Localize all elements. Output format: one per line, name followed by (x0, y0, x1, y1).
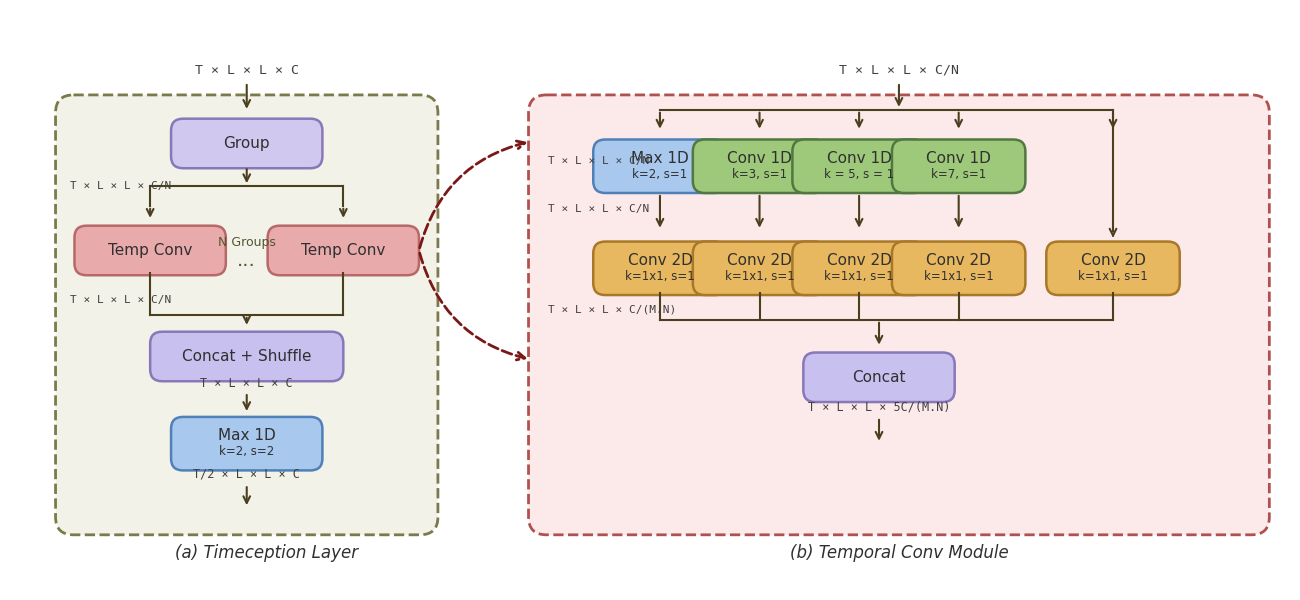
Text: Conv 2D: Conv 2D (926, 253, 991, 268)
Text: Conv 2D: Conv 2D (727, 253, 792, 268)
Text: k = 5, s = 1: k = 5, s = 1 (824, 167, 894, 181)
Text: T/2 × L × L × C: T/2 × L × L × C (194, 468, 300, 481)
Text: T × L × L × C/N: T × L × L × C/N (70, 295, 172, 305)
Text: Conv 1D: Conv 1D (727, 151, 792, 166)
Text: k=1x1, s=1: k=1x1, s=1 (824, 270, 894, 283)
Text: T × L × L × C: T × L × L × C (195, 64, 299, 77)
FancyBboxPatch shape (693, 139, 827, 193)
FancyBboxPatch shape (892, 242, 1026, 295)
Text: T × L × L × C/N: T × L × L × C/N (70, 181, 172, 191)
Text: T × L × L × C/N: T × L × L × C/N (838, 64, 959, 77)
Text: (b) Temporal Conv Module: (b) Temporal Conv Module (789, 544, 1009, 562)
Text: Temp Conv: Temp Conv (302, 243, 386, 258)
Text: T × L × L × C/(M.N): T × L × L × C/(M.N) (549, 305, 677, 315)
FancyBboxPatch shape (172, 119, 322, 168)
Text: k=1x1, s=1: k=1x1, s=1 (625, 270, 694, 283)
FancyBboxPatch shape (56, 95, 438, 535)
Text: k=3, s=1: k=3, s=1 (732, 167, 786, 181)
Text: (a) Timeception Layer: (a) Timeception Layer (176, 544, 359, 562)
Text: Conv 2D: Conv 2D (827, 253, 892, 268)
FancyBboxPatch shape (793, 139, 926, 193)
Text: Conv 2D: Conv 2D (628, 253, 693, 268)
Text: T × L × L × C: T × L × L × C (200, 377, 292, 390)
Text: Conv 1D: Conv 1D (827, 151, 892, 166)
Text: k=1x1, s=1: k=1x1, s=1 (1078, 270, 1148, 283)
Text: k=2, s=1: k=2, s=1 (632, 167, 688, 181)
Text: k=2, s=2: k=2, s=2 (220, 445, 274, 458)
FancyBboxPatch shape (593, 139, 727, 193)
Text: T × L × L × C/N: T × L × L × C/N (549, 204, 650, 214)
FancyBboxPatch shape (892, 139, 1026, 193)
FancyBboxPatch shape (793, 242, 926, 295)
Text: Max 1D: Max 1D (630, 151, 689, 166)
FancyBboxPatch shape (693, 242, 827, 295)
Text: T × L × L × C/N: T × L × L × C/N (549, 156, 650, 166)
Text: Max 1D: Max 1D (218, 428, 276, 443)
FancyBboxPatch shape (172, 417, 322, 470)
Text: Temp Conv: Temp Conv (108, 243, 192, 258)
FancyBboxPatch shape (529, 95, 1269, 535)
Text: T × L × L × 5C/(M.N): T × L × L × 5C/(M.N) (807, 401, 950, 413)
FancyBboxPatch shape (74, 226, 226, 275)
FancyBboxPatch shape (803, 353, 954, 402)
FancyBboxPatch shape (268, 226, 419, 275)
FancyBboxPatch shape (1046, 242, 1179, 295)
Text: Conv 2D: Conv 2D (1080, 253, 1145, 268)
FancyBboxPatch shape (593, 242, 727, 295)
Text: ...: ... (238, 251, 256, 270)
Text: Concat: Concat (853, 370, 906, 385)
Text: k=1x1, s=1: k=1x1, s=1 (724, 270, 794, 283)
FancyBboxPatch shape (150, 332, 343, 381)
Text: Conv 1D: Conv 1D (926, 151, 991, 166)
Text: Group: Group (224, 136, 270, 151)
Text: Concat + Shuffle: Concat + Shuffle (182, 349, 312, 364)
Text: k=7, s=1: k=7, s=1 (931, 167, 987, 181)
Text: N Groups: N Groups (218, 236, 276, 249)
Text: k=1x1, s=1: k=1x1, s=1 (924, 270, 993, 283)
